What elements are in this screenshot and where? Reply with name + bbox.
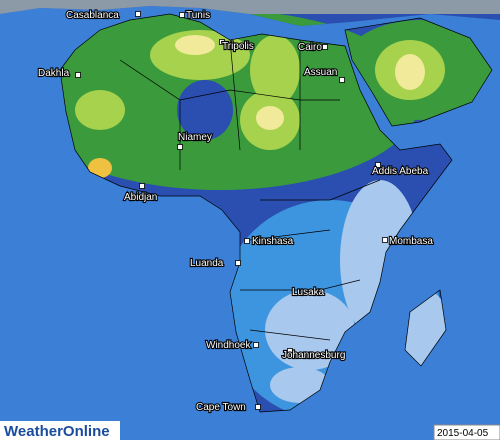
city-label: Tripolis xyxy=(222,41,254,52)
city-marker xyxy=(75,72,81,78)
city-label: Kinshasa xyxy=(252,236,294,247)
borders xyxy=(59,13,493,413)
city-marker xyxy=(339,77,345,83)
city-marker xyxy=(322,44,328,50)
city-marker xyxy=(255,404,261,410)
city-label: Tunis xyxy=(186,10,210,21)
city-marker xyxy=(382,237,388,243)
date: 2015-04-05 xyxy=(437,428,489,439)
city-label: Assuan xyxy=(304,67,337,78)
city-label: Luanda xyxy=(190,258,224,269)
date-box xyxy=(433,424,500,440)
city-marker xyxy=(287,348,293,354)
city-marker xyxy=(219,39,225,45)
city-labels: Casablanca Tunis Tripolis Cairo Dakhla Assuan… xyxy=(37,9,435,414)
city-marker xyxy=(253,342,259,348)
city-marker xyxy=(139,183,145,189)
city-label: Cape Town xyxy=(196,402,246,413)
city-label: Johannesburg xyxy=(282,350,345,361)
city-marker xyxy=(315,289,321,295)
logo: WeatherOnline xyxy=(4,423,110,440)
city-label: Mombasa xyxy=(389,236,433,247)
logo-box xyxy=(0,421,120,440)
city-marker xyxy=(235,260,241,266)
city-marker xyxy=(179,12,185,18)
city-label: Windhoek xyxy=(206,340,251,351)
city-marker xyxy=(244,238,250,244)
city-label: Dakhla xyxy=(38,68,70,79)
city-marker xyxy=(135,11,141,17)
city-label: Addis Abeba xyxy=(372,166,429,177)
city-marker xyxy=(177,144,183,150)
city-label: Abidjan xyxy=(124,192,157,203)
city-marker xyxy=(375,162,381,168)
city-label: Casablanca xyxy=(66,10,119,21)
city-label: Cairo xyxy=(298,42,322,53)
city-label: Lusaka xyxy=(292,287,325,298)
city-label: Niamey xyxy=(178,132,212,143)
